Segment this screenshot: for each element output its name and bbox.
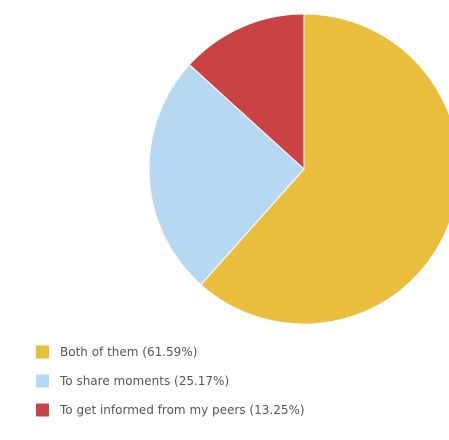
pie-slice-3 <box>188 13 305 171</box>
legend-item: To share moments (25.17%) <box>36 374 229 388</box>
legend: Both of them (61.59%) To share moments (2… <box>36 345 305 417</box>
legend-item: Both of them (61.59%) <box>36 345 197 359</box>
pie-slices <box>148 13 449 325</box>
legend-swatch <box>36 403 49 417</box>
legend-swatch <box>36 345 49 359</box>
pie-slice-2 <box>148 63 305 286</box>
legend-label: To share moments (25.17%) <box>59 374 229 388</box>
legend-swatch <box>36 374 49 388</box>
legend-item: To get informed from my peers (13.25%) <box>36 403 305 417</box>
legend-label: To get informed from my peers (13.25%) <box>59 403 305 417</box>
legend-label: Both of them (61.59%) <box>60 345 197 359</box>
